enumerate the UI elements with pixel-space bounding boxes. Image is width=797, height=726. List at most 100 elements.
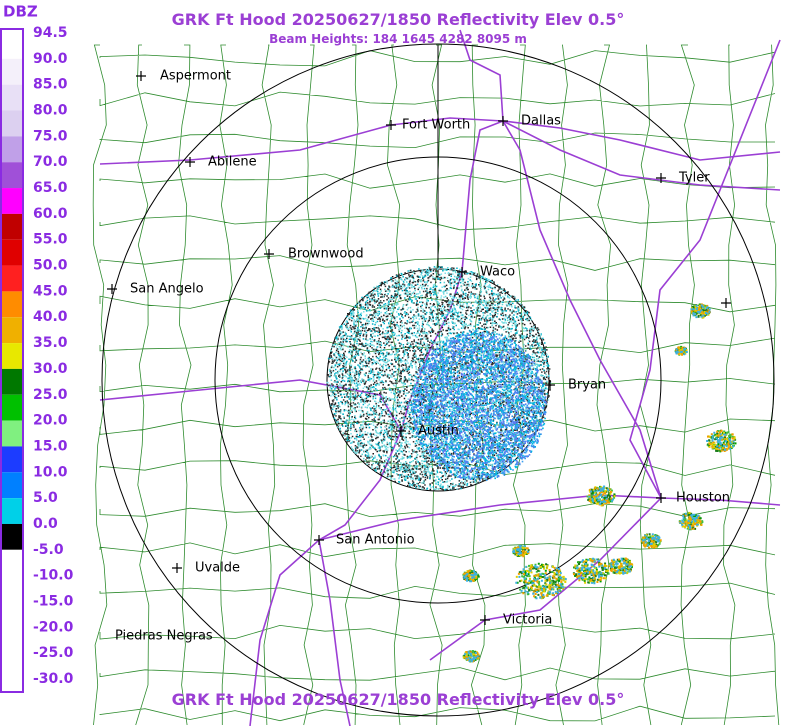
- legend-label: 20.0: [33, 413, 68, 429]
- subtitle: Beam Heights: 184 1645 4282 8095 m: [269, 32, 527, 46]
- city-label: Abilene: [208, 155, 257, 170]
- range-ring: [101, 43, 775, 717]
- legend-swatch: [2, 472, 22, 499]
- legend-label: 65.0: [33, 180, 68, 196]
- legend-label: -10.0: [33, 568, 74, 584]
- legend-swatch: [2, 136, 22, 163]
- highway: [502, 120, 662, 499]
- echo-cells: [327, 266, 550, 491]
- range-rings: [101, 43, 775, 717]
- legend-swatch: [2, 213, 22, 240]
- legend-swatch: [2, 627, 22, 654]
- city-label: Waco: [480, 265, 515, 280]
- highway: [99, 117, 781, 165]
- legend-label: 40.0: [33, 309, 68, 325]
- legend-swatch: [2, 601, 22, 628]
- radar-echoes: [326, 266, 737, 663]
- city-label: Dallas: [521, 114, 561, 129]
- legend-label: 60.0: [33, 206, 68, 222]
- city-label: Aspermont: [160, 69, 231, 84]
- city-marker: [185, 157, 195, 167]
- legend-swatch: [2, 549, 22, 576]
- legend-label: -30.0: [33, 671, 74, 687]
- legend-swatch: [2, 446, 22, 473]
- legend-frame: [0, 28, 24, 693]
- city-label: San Angelo: [130, 282, 204, 297]
- legend-swatch: [2, 420, 22, 447]
- legend-swatch: [2, 188, 22, 214]
- city-label: Fort Worth: [402, 118, 470, 133]
- legend-label: 94.5: [33, 25, 68, 41]
- legend-label: 45.0: [33, 283, 68, 299]
- legend-swatch: [2, 343, 22, 369]
- legend-label: 80.0: [33, 103, 68, 119]
- footer-title: GRK Ft Hood 20250627/1850 Reflectivity E…: [172, 690, 625, 709]
- city-label: Houston: [676, 491, 730, 506]
- legend-label: -15.0: [33, 593, 74, 609]
- city-marker: [498, 116, 508, 126]
- legend-swatch: [2, 84, 22, 111]
- legend-swatch: [2, 653, 22, 679]
- city-label: Tyler: [678, 171, 710, 186]
- city-label: Brownwood: [288, 247, 364, 262]
- city-marker: [264, 249, 274, 259]
- legend-unit: DBZ: [3, 3, 38, 21]
- legend-label: 85.0: [33, 77, 68, 93]
- legend-label: 10.0: [33, 464, 68, 480]
- legend-swatch: [2, 368, 22, 395]
- city-marker: [107, 284, 117, 294]
- legend-label: 5.0: [33, 490, 58, 506]
- city-marker: [396, 426, 406, 436]
- city-marker: [656, 173, 666, 183]
- legend-label: 70.0: [33, 154, 68, 170]
- title: GRK Ft Hood 20250627/1850 Reflectivity E…: [172, 10, 625, 29]
- city-marker: [457, 267, 467, 277]
- legend-label: 50.0: [33, 258, 68, 274]
- range-ring: [214, 156, 662, 604]
- highway: [99, 379, 402, 432]
- cities: Aspermont Fort Worth Dallas Abilene Tyler Bro…: [107, 69, 731, 644]
- legend-label: -20.0: [33, 619, 74, 635]
- legend-swatch: [2, 575, 22, 602]
- legend-swatch: [2, 498, 22, 524]
- city-marker: [480, 615, 490, 625]
- city-label: Victoria: [503, 613, 552, 628]
- legend-label: 75.0: [33, 128, 68, 144]
- highway: [502, 120, 781, 191]
- legend-swatch: [2, 239, 22, 266]
- city-label: San Antonio: [336, 533, 415, 548]
- city-label: Piedras Negras: [115, 629, 213, 644]
- legend-label: 0.0: [33, 516, 58, 532]
- legend-swatch: [2, 265, 22, 292]
- legend-label: 25.0: [33, 387, 68, 403]
- city-marker: [172, 563, 182, 573]
- echo-cells: [412, 333, 547, 480]
- legend-swatch: [2, 58, 22, 85]
- legend-label: 90.0: [33, 51, 68, 67]
- legend-swatch: [2, 523, 22, 550]
- city-marker: [386, 120, 396, 130]
- legend-label: 15.0: [33, 438, 68, 454]
- city-label: Austin: [418, 424, 459, 439]
- color-legend: DBZ 94.5 90.0 85.0 80.0 75.0 70.0 65.0 60.0 55.0…: [0, 3, 74, 693]
- city-marker: [314, 535, 324, 545]
- legend-swatch: [2, 291, 22, 318]
- highway: [461, 120, 504, 273]
- legend-swatch: [2, 110, 22, 137]
- highway: [249, 271, 463, 726]
- city-marker: [721, 298, 731, 308]
- city-label: Uvalde: [195, 561, 240, 576]
- legend-label: 35.0: [33, 335, 68, 351]
- city-marker: [545, 380, 555, 390]
- legend-swatch: [2, 162, 22, 189]
- city-marker: [656, 493, 666, 503]
- highway: [429, 497, 662, 661]
- legend-swatch: [2, 394, 22, 421]
- city-marker: [136, 71, 146, 81]
- legend-label: -5.0: [33, 542, 64, 558]
- echo-cells: [327, 266, 551, 491]
- city-label: Bryan: [568, 378, 606, 393]
- legend-swatch: [2, 317, 22, 344]
- legend-label: -25.0: [33, 645, 74, 661]
